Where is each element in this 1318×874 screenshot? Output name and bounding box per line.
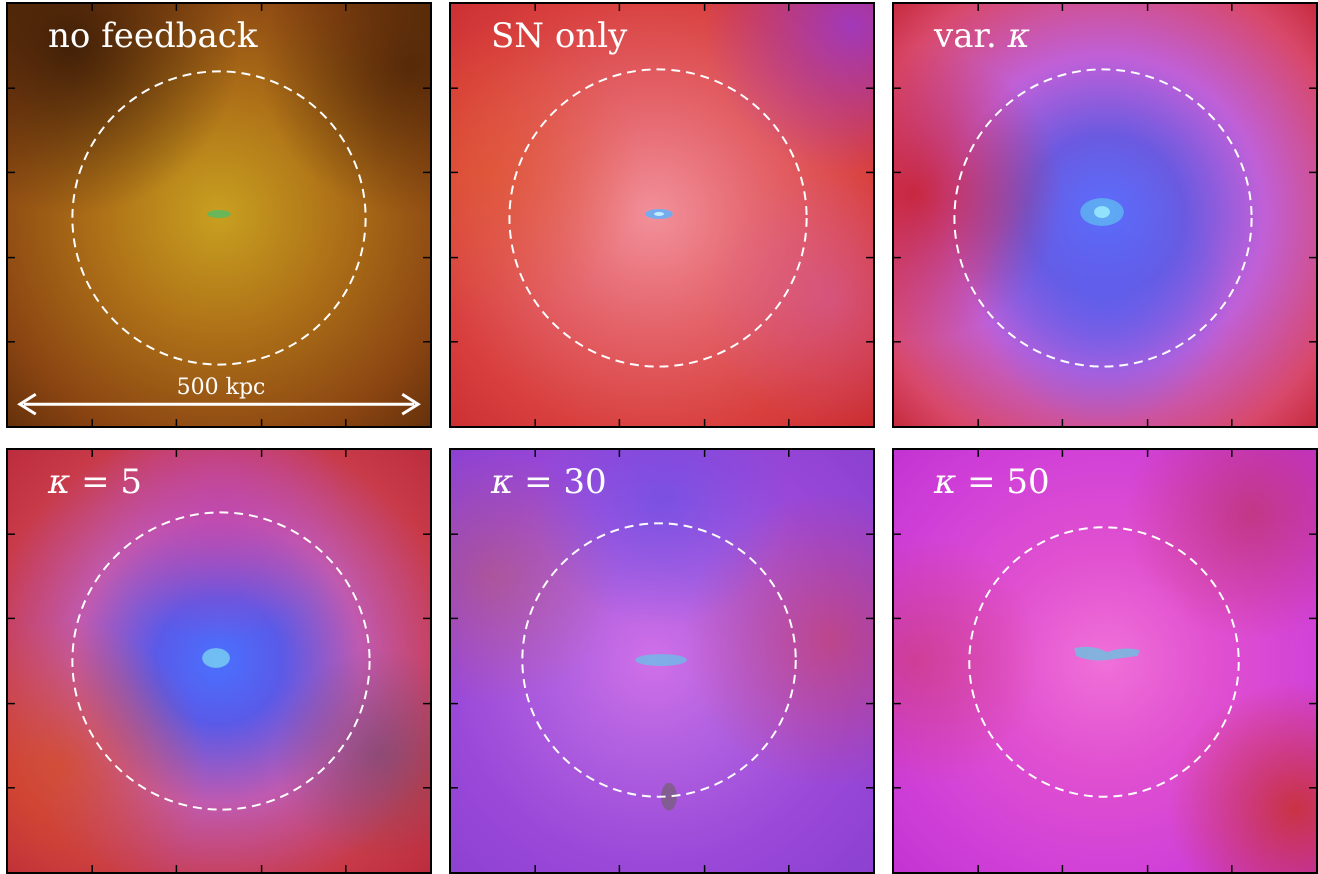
scale-arrow	[17, 393, 421, 416]
panel-label-kappa-30: κ = 30	[491, 462, 607, 502]
scale-bar-label: 500 kpc	[176, 375, 266, 400]
kappa-symbol: κ	[48, 462, 71, 502]
kappa-5-image	[8, 450, 430, 872]
virial-circle	[71, 511, 371, 811]
no-feedback-image	[8, 4, 430, 426]
kappa-50-image	[894, 450, 1316, 872]
label-suffix: = 5	[70, 462, 143, 502]
panel-kappa-50: κ = 50	[892, 448, 1318, 874]
label-suffix: = 30	[513, 462, 607, 502]
panel-no-feedback: no feedback 500 kpc	[6, 2, 432, 428]
virial-circle	[508, 68, 808, 368]
kappa-symbol: κ	[1007, 16, 1030, 56]
panel-kappa-30: κ = 30	[449, 448, 875, 874]
panel-label-sn-only: SN only	[491, 16, 628, 56]
panel-sn-only: SN only	[449, 2, 875, 428]
virial-circle	[953, 68, 1253, 368]
panel-label-no-feedback: no feedback	[48, 16, 258, 56]
kappa-symbol: κ	[934, 462, 957, 502]
sn-only-image	[451, 4, 873, 426]
panel-label-kappa-50: κ = 50	[934, 462, 1050, 502]
panel-kappa-5: κ = 5	[6, 448, 432, 874]
panel-label-kappa-5: κ = 5	[48, 462, 142, 502]
kappa-30-image	[451, 450, 873, 872]
var-kappa-image	[894, 4, 1316, 426]
kappa-symbol: κ	[491, 462, 514, 502]
virial-circle	[71, 70, 367, 366]
panel-var-kappa: var. κ	[892, 2, 1318, 428]
label-suffix: = 50	[956, 462, 1050, 502]
label-prefix: var.	[934, 16, 1008, 56]
virial-circle	[521, 522, 797, 798]
panel-label-var-kappa: var. κ	[934, 16, 1030, 56]
